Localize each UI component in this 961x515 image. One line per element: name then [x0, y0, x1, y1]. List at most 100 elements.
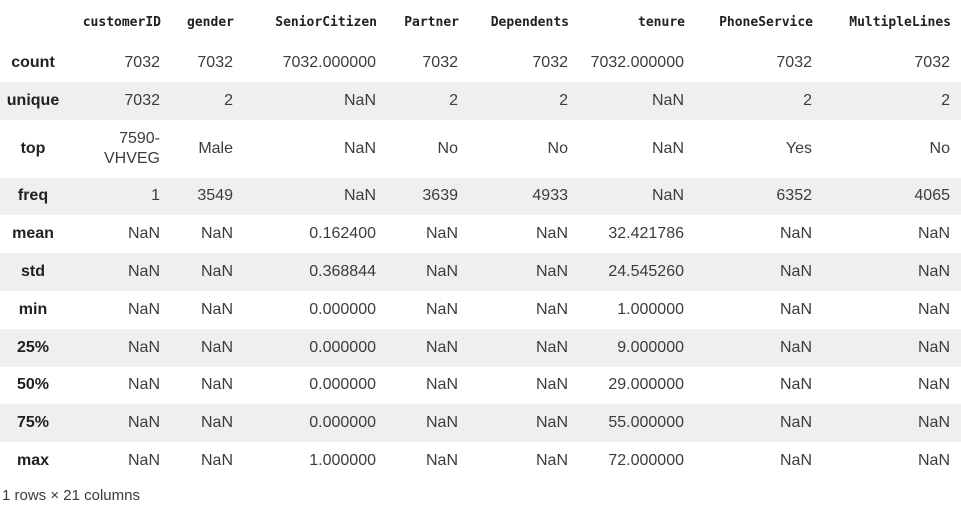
- table-cell: NaN: [425, 300, 458, 318]
- table-cell: NaN: [651, 187, 684, 205]
- table-cell: 1: [151, 187, 160, 205]
- table-cell: No: [547, 139, 568, 157]
- table-cell: 0.162400: [309, 225, 376, 243]
- row-index-label: unique: [6, 91, 60, 109]
- row-index-label: min: [18, 300, 48, 318]
- table-cell: NaN: [127, 452, 160, 470]
- table-cell: 6352: [776, 187, 812, 205]
- table-cell: 2: [941, 91, 950, 109]
- table-cell: 0.000000: [309, 414, 376, 432]
- row-index-label: 25%: [16, 338, 50, 356]
- row-index-label: 75%: [16, 414, 50, 432]
- table-cell: NaN: [779, 376, 812, 394]
- table-cell: 0.000000: [309, 300, 376, 318]
- table-cell: NaN: [200, 300, 233, 318]
- table-cell: 1.000000: [309, 452, 376, 470]
- table-cell: NaN: [425, 414, 458, 432]
- table-cell: NaN: [779, 263, 812, 281]
- table-cell: NaN: [917, 300, 950, 318]
- table-cell: NaN: [200, 338, 233, 356]
- table-cell: 7032.000000: [590, 53, 684, 71]
- table-cell: NaN: [917, 376, 950, 394]
- table-cell: NaN: [917, 263, 950, 281]
- dataframe-shape-footer: 1 rows × 21 columns: [2, 487, 140, 504]
- table-cell: NaN: [917, 338, 950, 356]
- table-cell: NaN: [200, 376, 233, 394]
- table-cell: 7032: [124, 91, 160, 109]
- table-cell: NaN: [535, 414, 568, 432]
- table-cell: NaN: [127, 376, 160, 394]
- table-cell: 32.421786: [608, 225, 684, 243]
- table-cell: 72.000000: [608, 452, 684, 470]
- table-cell: Male: [198, 139, 233, 157]
- table-cell: 29.000000: [608, 376, 684, 394]
- table-row: 25% NaN NaN 0.000000 NaN NaN 9.000000 NaN NaN: [0, 328, 961, 367]
- table-cell: NaN: [127, 300, 160, 318]
- row-index-label: 50%: [16, 376, 50, 394]
- table-cell: NaN: [425, 225, 458, 243]
- table-cell: 2: [224, 91, 233, 109]
- table-cell: 4065: [914, 187, 950, 205]
- row-index-label: top: [20, 139, 46, 157]
- column-header: gender: [171, 0, 244, 44]
- describe-table: customerID gender SeniorCitizen Partner …: [0, 0, 961, 470]
- table-cell: NaN: [425, 263, 458, 281]
- column-header: PhoneService: [695, 0, 823, 44]
- table-cell: NaN: [200, 225, 233, 243]
- table-cell: 9.000000: [617, 338, 684, 356]
- table-cell: 2: [559, 91, 568, 109]
- table-cell: NaN: [779, 300, 812, 318]
- table-cell: NaN: [651, 139, 684, 157]
- row-index-label: max: [16, 452, 50, 470]
- table-cell: NaN: [127, 263, 160, 281]
- table-cell: NaN: [127, 225, 160, 243]
- table-cell: 7590-VHVEG: [103, 129, 160, 167]
- row-index-label: mean: [12, 225, 54, 243]
- table-cell: NaN: [425, 452, 458, 470]
- table-cell: NaN: [779, 414, 812, 432]
- table-cell: 2: [803, 91, 812, 109]
- table-cell: NaN: [200, 263, 233, 281]
- table-cell: 7032: [914, 53, 950, 71]
- table-cell: 1.000000: [617, 300, 684, 318]
- table-cell: 7032: [197, 53, 233, 71]
- table-cell: NaN: [651, 91, 684, 109]
- index-header: [0, 0, 66, 44]
- table-cell: 24.545260: [608, 263, 684, 281]
- table-cell: NaN: [917, 414, 950, 432]
- table-row: min NaN NaN 0.000000 NaN NaN 1.000000 NaN NaN: [0, 290, 961, 329]
- column-header: MultipleLines: [823, 0, 961, 44]
- table-row: unique 7032 2 NaN 2 2 NaN 2 2: [0, 81, 961, 120]
- table-cell: NaN: [343, 139, 376, 157]
- table-cell: 7032: [532, 53, 568, 71]
- header-row: customerID gender SeniorCitizen Partner …: [0, 0, 961, 44]
- table-row: 50% NaN NaN 0.000000 NaN NaN 29.000000 NaN NaN: [0, 366, 961, 405]
- table-cell: NaN: [917, 452, 950, 470]
- table-cell: NaN: [200, 452, 233, 470]
- table-cell: 0.368844: [309, 263, 376, 281]
- table-cell: 7032: [776, 53, 812, 71]
- table-row: 75% NaN NaN 0.000000 NaN NaN 55.000000 NaN NaN: [0, 404, 961, 443]
- table-cell: 0.000000: [309, 376, 376, 394]
- table-cell: 3639: [422, 187, 458, 205]
- column-header: customerID: [66, 0, 171, 44]
- table-cell: NaN: [425, 338, 458, 356]
- table-row: mean NaN NaN 0.162400 NaN NaN 32.421786 NaN NaN: [0, 215, 961, 254]
- table-cell: No: [437, 139, 458, 157]
- table-cell: NaN: [535, 263, 568, 281]
- table-cell: NaN: [535, 376, 568, 394]
- table-cell: 0.000000: [309, 338, 376, 356]
- table-cell: 7032: [422, 53, 458, 71]
- table-cell: NaN: [535, 338, 568, 356]
- table-cell: NaN: [200, 414, 233, 432]
- row-index-label: std: [21, 263, 45, 281]
- table-cell: NaN: [779, 452, 812, 470]
- table-cell: NaN: [535, 225, 568, 243]
- table-cell: 7032: [124, 53, 160, 71]
- table-cell: NaN: [779, 225, 812, 243]
- table-cell: 2: [449, 91, 458, 109]
- table-row: freq 1 3549 NaN 3639 4933 NaN 6352 4065: [0, 177, 961, 216]
- column-header: tenure: [579, 0, 695, 44]
- table-cell: 55.000000: [608, 414, 684, 432]
- table-cell: NaN: [343, 91, 376, 109]
